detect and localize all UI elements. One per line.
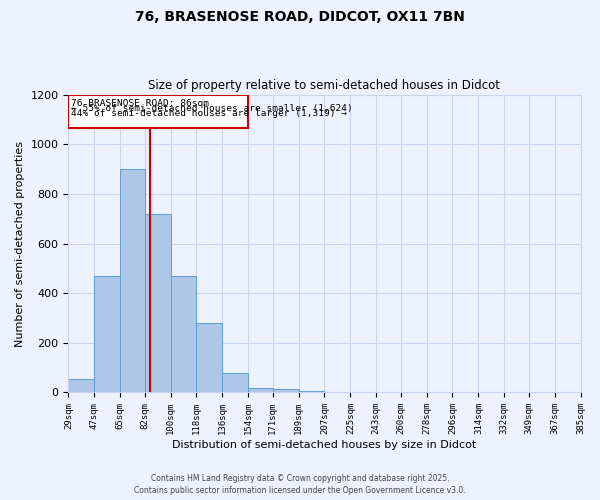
Bar bbox=[223, 372, 248, 392]
Bar bbox=[120, 169, 145, 392]
Bar bbox=[196, 323, 223, 392]
Text: 44% of semi-detached houses are larger (1,319) →: 44% of semi-detached houses are larger (… bbox=[71, 109, 347, 118]
Bar bbox=[68, 379, 94, 392]
Text: Contains HM Land Registry data © Crown copyright and database right 2025.
Contai: Contains HM Land Registry data © Crown c… bbox=[134, 474, 466, 495]
Text: ← 55% of semi-detached houses are smaller (1,624): ← 55% of semi-detached houses are smalle… bbox=[71, 104, 353, 113]
Bar bbox=[68, 94, 248, 128]
Bar bbox=[272, 388, 299, 392]
Text: 76 BRASENOSE ROAD: 86sqm: 76 BRASENOSE ROAD: 86sqm bbox=[71, 98, 209, 108]
Bar bbox=[299, 391, 325, 392]
Bar bbox=[248, 388, 272, 392]
Bar bbox=[94, 276, 120, 392]
Bar bbox=[145, 214, 170, 392]
X-axis label: Distribution of semi-detached houses by size in Didcot: Distribution of semi-detached houses by … bbox=[172, 440, 476, 450]
Y-axis label: Number of semi-detached properties: Number of semi-detached properties bbox=[15, 140, 25, 346]
Bar bbox=[170, 276, 196, 392]
Title: Size of property relative to semi-detached houses in Didcot: Size of property relative to semi-detach… bbox=[148, 79, 500, 92]
Text: 76, BRASENOSE ROAD, DIDCOT, OX11 7BN: 76, BRASENOSE ROAD, DIDCOT, OX11 7BN bbox=[135, 10, 465, 24]
